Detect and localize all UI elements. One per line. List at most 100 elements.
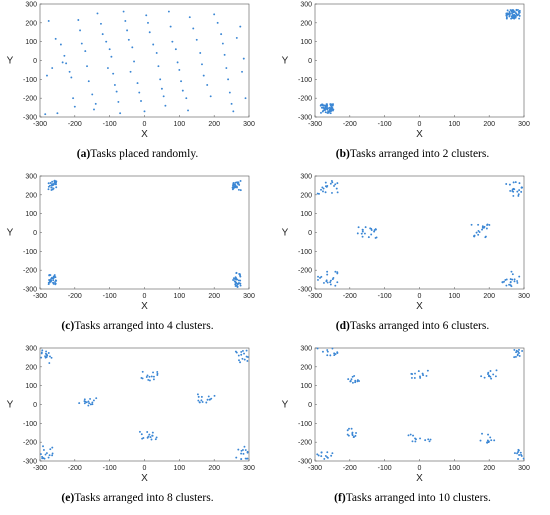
- y-tick-label: 0: [33, 58, 37, 65]
- data-point: [417, 370, 420, 373]
- y-tick-label: -200: [298, 440, 312, 447]
- data-point: [347, 434, 350, 437]
- data-point: [329, 112, 332, 115]
- data-point: [206, 398, 209, 401]
- x-tick-label: -200: [343, 293, 357, 300]
- data-point: [80, 42, 83, 45]
- x-tick-label: -200: [68, 293, 82, 300]
- data-point: [232, 110, 235, 113]
- data-point: [157, 65, 160, 68]
- data-point: [40, 356, 43, 359]
- data-point: [89, 403, 92, 406]
- x-tick-label: 100: [173, 293, 185, 300]
- data-point: [477, 229, 480, 232]
- y-tick-label: 300: [25, 174, 37, 181]
- data-point: [113, 84, 116, 86]
- data-point: [52, 183, 55, 186]
- data-point: [510, 270, 513, 273]
- data-point: [237, 188, 240, 191]
- data-point: [148, 31, 151, 34]
- data-point: [486, 441, 489, 444]
- data-point: [159, 78, 162, 81]
- x-tick-label: 300: [518, 465, 530, 472]
- data-point: [47, 283, 50, 286]
- data-point: [350, 427, 353, 430]
- data-point: [511, 278, 514, 281]
- data-point: [145, 14, 148, 17]
- data-point: [487, 440, 490, 443]
- data-point: [149, 436, 152, 439]
- data-point: [519, 451, 522, 454]
- x-axis-label: X: [141, 129, 148, 140]
- y-tick-label: 0: [33, 230, 37, 237]
- x-tick-label: 200: [208, 293, 220, 300]
- data-point: [225, 67, 228, 69]
- panel-tag: e: [65, 492, 71, 504]
- data-point: [239, 279, 242, 282]
- data-point: [485, 227, 488, 230]
- y-tick-label: 0: [308, 402, 312, 409]
- plot-frame: [314, 175, 525, 290]
- data-point: [236, 283, 239, 286]
- data-point: [147, 21, 149, 24]
- data-point: [518, 189, 521, 192]
- data-point: [351, 431, 354, 434]
- data-point: [522, 457, 525, 460]
- y-tick-label: -200: [23, 268, 37, 275]
- data-point: [508, 183, 511, 186]
- data-point: [489, 370, 492, 372]
- x-axis-label: X: [416, 301, 423, 312]
- data-point: [330, 454, 333, 457]
- data-point: [323, 457, 326, 460]
- data-point: [321, 350, 324, 353]
- data-point: [196, 393, 199, 396]
- data-point: [330, 179, 333, 182]
- data-point: [221, 42, 224, 45]
- data-point: [505, 284, 508, 287]
- data-point: [59, 43, 62, 46]
- data-point: [61, 61, 64, 64]
- y-tick-label: -300: [23, 115, 37, 122]
- data-point: [151, 431, 154, 434]
- data-point: [329, 103, 332, 106]
- data-point: [246, 450, 249, 453]
- panel-caption: (a)Tasks placed randomly.: [76, 148, 199, 160]
- y-tick-label: 300: [300, 346, 312, 353]
- data-point: [160, 87, 163, 90]
- data-point: [490, 377, 493, 380]
- data-point: [517, 350, 520, 353]
- y-axis-label: Y: [282, 400, 289, 411]
- data-point: [421, 372, 424, 375]
- data-point: [63, 54, 66, 57]
- data-point: [517, 194, 520, 197]
- x-tick-label: 200: [483, 121, 495, 128]
- data-point: [49, 448, 52, 451]
- data-point: [323, 104, 326, 107]
- y-tick-label: -100: [298, 249, 312, 256]
- data-point: [94, 102, 97, 105]
- caption-text: Tasks placed randomly.: [90, 148, 199, 160]
- data-point: [506, 12, 509, 15]
- y-tick-label: -300: [23, 459, 37, 466]
- data-point: [209, 95, 212, 98]
- data-point: [487, 371, 490, 374]
- panel-b: -300 -200 -100 0 100 200 300 -300 -200 -100 0 100 20…: [275, 0, 550, 171]
- data-point: [39, 453, 42, 456]
- x-tick-label: -300: [308, 465, 322, 472]
- data-point: [516, 281, 519, 284]
- data-point: [479, 439, 482, 442]
- data-point: [520, 190, 523, 193]
- data-point: [46, 74, 48, 77]
- data-point: [141, 377, 144, 380]
- data-point: [192, 27, 195, 30]
- y-tick-label: -200: [23, 440, 37, 447]
- data-point: [83, 398, 86, 401]
- data-point: [180, 80, 183, 83]
- data-point: [508, 283, 511, 286]
- panel-caption: (c)Tasks arranged into 4 clusters.: [61, 320, 214, 332]
- data-point: [91, 403, 94, 406]
- data-point: [317, 278, 319, 281]
- data-point: [428, 440, 431, 443]
- data-point: [138, 430, 141, 433]
- data-point: [51, 67, 54, 69]
